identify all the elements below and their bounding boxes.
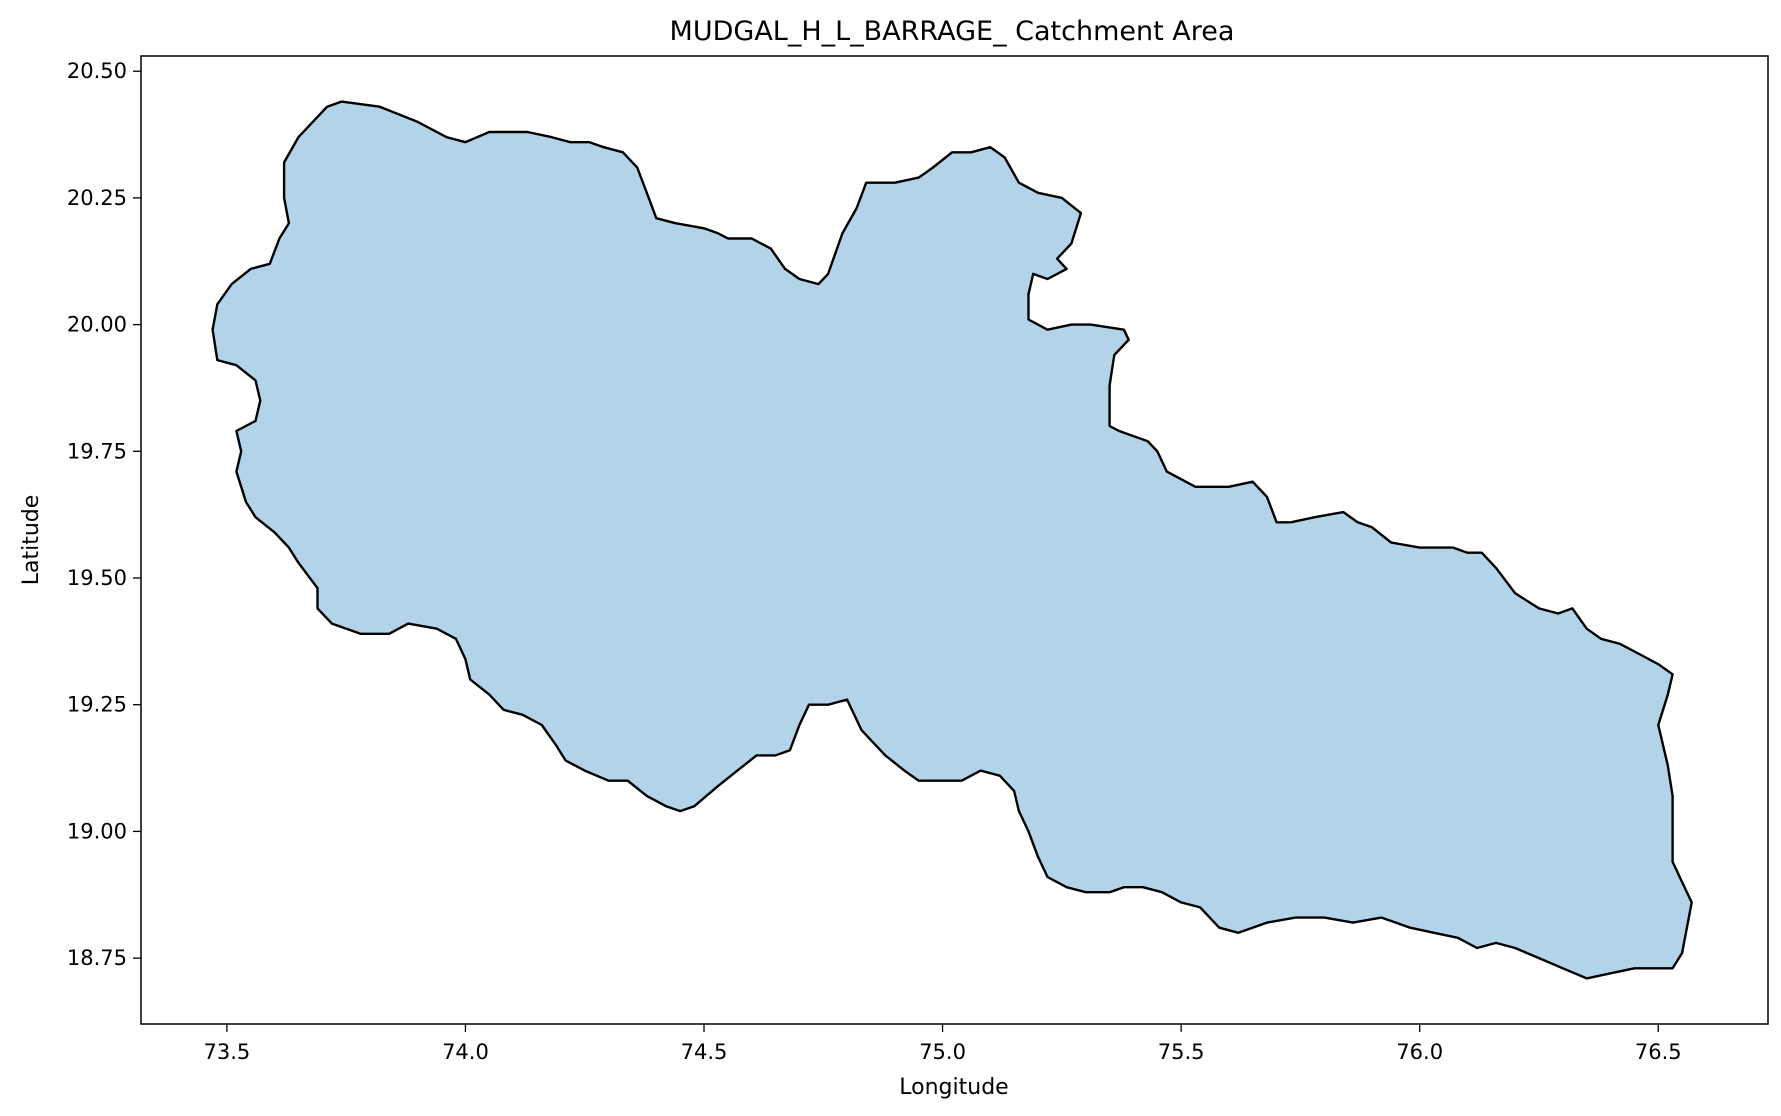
y-tick-label: 18.75 (67, 946, 127, 970)
y-axis-label: Latitude (19, 495, 44, 586)
y-axis: 18.75 19.00 19.25 19.50 19.75 20.00 20.25 20.50 (67, 59, 141, 970)
y-tick-label: 20.25 (67, 186, 127, 210)
x-tick-label: 74.5 (681, 1040, 728, 1064)
y-tick-label: 20.00 (67, 313, 127, 337)
x-tick-label: 73.5 (203, 1040, 250, 1064)
x-tick-label: 75.5 (1158, 1040, 1205, 1064)
y-tick-label: 19.50 (67, 566, 127, 590)
catchment-area-polygon (211, 100, 1693, 980)
y-tick-label: 20.50 (67, 59, 127, 83)
x-axis-label: Longitude (899, 1075, 1008, 1100)
x-tick-label: 76.0 (1396, 1040, 1443, 1064)
chart-title: MUDGAL_H_L_BARRAGE_ Catchment Area (670, 16, 1235, 47)
x-tick-label: 74.0 (442, 1040, 489, 1064)
x-tick-label: 76.5 (1635, 1040, 1682, 1064)
plot-area (140, 55, 1769, 1025)
y-tick-label: 19.75 (67, 439, 127, 463)
y-tick-label: 19.25 (67, 693, 127, 717)
y-tick-label: 19.00 (67, 819, 127, 843)
axes-frame (140, 55, 1769, 1025)
x-tick-label: 75.0 (919, 1040, 966, 1064)
x-axis: 73.5 74.0 74.5 75.0 75.5 76.0 76.5 (203, 1024, 1682, 1064)
